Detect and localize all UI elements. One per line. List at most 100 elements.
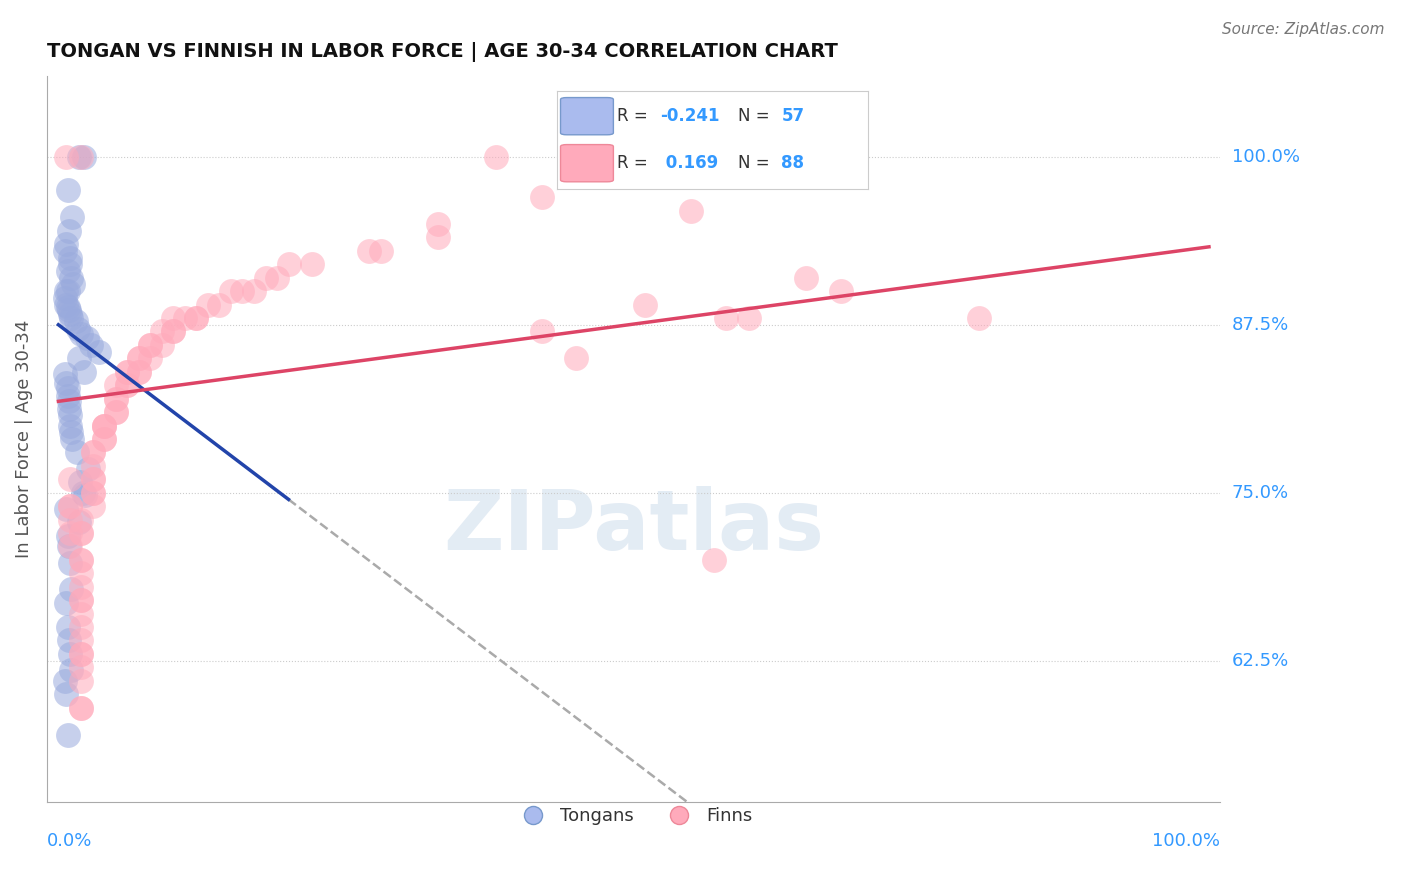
Point	[70, 620, 93, 634]
Point	[59, 526, 82, 541]
Point	[59, 307, 82, 321]
Point	[150, 325, 173, 339]
Point	[55, 284, 77, 298]
Point	[93, 418, 115, 433]
Point	[82, 499, 104, 513]
Text: 87.5%: 87.5%	[1232, 316, 1289, 334]
Point	[53, 244, 76, 258]
Point	[104, 378, 127, 392]
Point	[59, 251, 82, 265]
Point	[70, 593, 93, 607]
Point	[60, 432, 83, 446]
Point	[56, 381, 79, 395]
Point	[59, 472, 82, 486]
Point	[162, 325, 184, 339]
Point	[55, 501, 77, 516]
Point	[70, 633, 93, 648]
Point	[67, 150, 90, 164]
Point	[830, 284, 852, 298]
Point	[70, 566, 93, 581]
Point	[59, 556, 82, 570]
Point	[55, 687, 77, 701]
Point	[139, 351, 162, 366]
Point	[128, 365, 150, 379]
Point	[82, 445, 104, 459]
Point	[93, 418, 115, 433]
Point	[76, 331, 98, 345]
Point	[58, 394, 80, 409]
Point	[62, 277, 84, 292]
Point	[55, 297, 77, 311]
Point	[56, 183, 79, 197]
Point	[59, 499, 82, 513]
Point	[82, 472, 104, 486]
Point	[738, 311, 761, 326]
Point	[60, 425, 83, 440]
Point	[82, 458, 104, 473]
Point	[186, 311, 208, 326]
Point	[301, 257, 323, 271]
Point	[70, 607, 93, 621]
Point	[60, 211, 83, 225]
Point	[117, 378, 139, 392]
Point	[208, 297, 231, 311]
Text: Source: ZipAtlas.com: Source: ZipAtlas.com	[1222, 22, 1385, 37]
Point	[714, 311, 737, 326]
Text: TONGAN VS FINNISH IN LABOR FORCE | AGE 30-34 CORRELATION CHART: TONGAN VS FINNISH IN LABOR FORCE | AGE 3…	[46, 42, 838, 62]
Point	[70, 526, 93, 541]
Point	[55, 376, 77, 390]
Point	[128, 365, 150, 379]
Point	[703, 553, 725, 567]
Point	[77, 461, 100, 475]
Text: 100.0%: 100.0%	[1153, 832, 1220, 850]
Point	[104, 405, 127, 419]
Point	[87, 344, 110, 359]
Point	[59, 257, 82, 271]
Point	[66, 322, 89, 336]
Text: ZIPatlas: ZIPatlas	[443, 485, 824, 566]
Point	[69, 475, 91, 489]
Point	[93, 432, 115, 446]
Point	[56, 300, 79, 314]
Point	[357, 244, 380, 258]
Point	[59, 418, 82, 433]
Y-axis label: In Labor Force | Age 30-34: In Labor Force | Age 30-34	[15, 319, 32, 558]
Point	[60, 270, 83, 285]
Text: 62.5%: 62.5%	[1232, 652, 1289, 670]
Point	[197, 297, 219, 311]
Point	[67, 515, 90, 529]
Point	[243, 284, 266, 298]
Point	[681, 203, 703, 218]
Point	[56, 529, 79, 543]
Point	[82, 485, 104, 500]
Point	[70, 673, 93, 688]
Point	[82, 485, 104, 500]
Point	[70, 593, 93, 607]
Point	[58, 633, 80, 648]
Point	[162, 311, 184, 326]
Point	[67, 351, 90, 366]
Point	[56, 264, 79, 278]
Point	[427, 217, 450, 231]
Point	[174, 311, 197, 326]
Point	[70, 647, 93, 661]
Point	[70, 327, 93, 342]
Point	[79, 338, 101, 352]
Text: 100.0%: 100.0%	[1232, 148, 1299, 166]
Point	[427, 230, 450, 244]
Point	[70, 526, 93, 541]
Point	[70, 700, 93, 714]
Point	[56, 620, 79, 634]
Point	[56, 284, 79, 298]
Point	[117, 365, 139, 379]
Point	[219, 284, 242, 298]
Point	[266, 270, 288, 285]
Point	[70, 647, 93, 661]
Point	[65, 314, 87, 328]
Text: 0.0%: 0.0%	[46, 832, 93, 850]
Point	[117, 365, 139, 379]
Point	[104, 392, 127, 406]
Point	[277, 257, 299, 271]
Point	[139, 338, 162, 352]
Point	[55, 150, 77, 164]
